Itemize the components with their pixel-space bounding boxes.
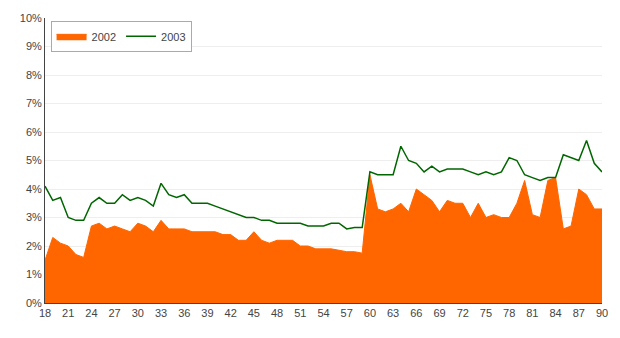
svg-text:72: 72 <box>457 307 469 319</box>
svg-text:39: 39 <box>201 307 213 319</box>
svg-text:42: 42 <box>225 307 237 319</box>
svg-text:9%: 9% <box>26 40 42 52</box>
svg-text:90: 90 <box>596 307 608 319</box>
svg-text:18: 18 <box>39 307 51 319</box>
svg-text:10%: 10% <box>20 12 42 24</box>
svg-text:54: 54 <box>317 307 329 319</box>
svg-text:45: 45 <box>248 307 260 319</box>
svg-text:78: 78 <box>503 307 515 319</box>
svg-text:27: 27 <box>109 307 121 319</box>
svg-text:36: 36 <box>178 307 190 319</box>
svg-text:81: 81 <box>526 307 538 319</box>
svg-text:3%: 3% <box>26 211 42 223</box>
svg-text:87: 87 <box>573 307 585 319</box>
svg-text:21: 21 <box>62 307 74 319</box>
svg-text:75: 75 <box>480 307 492 319</box>
svg-text:7%: 7% <box>26 97 42 109</box>
svg-text:63: 63 <box>387 307 399 319</box>
svg-text:66: 66 <box>410 307 422 319</box>
svg-text:60: 60 <box>364 307 376 319</box>
svg-text:4%: 4% <box>26 183 42 195</box>
svg-text:2002: 2002 <box>92 31 116 43</box>
svg-text:6%: 6% <box>26 126 42 138</box>
svg-text:84: 84 <box>549 307 561 319</box>
svg-text:69: 69 <box>433 307 445 319</box>
svg-text:5%: 5% <box>26 154 42 166</box>
svg-text:33: 33 <box>155 307 167 319</box>
svg-text:51: 51 <box>294 307 306 319</box>
svg-text:57: 57 <box>341 307 353 319</box>
svg-text:2%: 2% <box>26 240 42 252</box>
svg-text:24: 24 <box>85 307 97 319</box>
svg-text:0%: 0% <box>26 297 42 309</box>
svg-text:48: 48 <box>271 307 283 319</box>
svg-text:30: 30 <box>132 307 144 319</box>
svg-text:2003: 2003 <box>161 31 185 43</box>
svg-text:8%: 8% <box>26 69 42 81</box>
svg-text:1%: 1% <box>26 268 42 280</box>
